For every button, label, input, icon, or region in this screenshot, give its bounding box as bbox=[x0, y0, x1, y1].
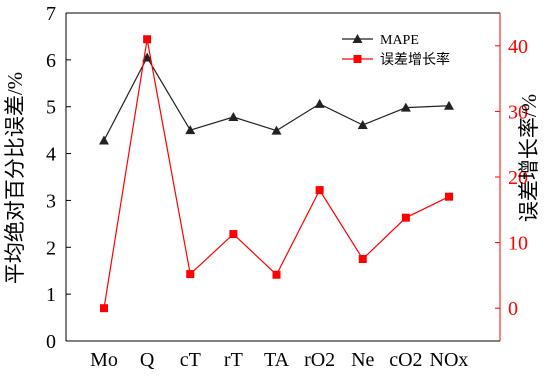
y-tick-label: 5 bbox=[46, 97, 56, 119]
error-growth-point bbox=[143, 35, 152, 44]
error-growth-point bbox=[315, 186, 324, 195]
y-tick-label: 0 bbox=[46, 331, 56, 353]
error-growth-point bbox=[272, 270, 281, 279]
y-tick-label: 4 bbox=[46, 144, 56, 166]
y-tick-label: 3 bbox=[46, 190, 56, 212]
error-growth-point bbox=[358, 255, 367, 263]
legend-mape-label: MAPE bbox=[380, 33, 419, 48]
y2-tick-label: 10 bbox=[508, 233, 528, 255]
legend: MAPE 误差增长率 bbox=[342, 33, 450, 68]
x-tick-label: TA bbox=[264, 349, 290, 371]
series-marks bbox=[99, 35, 454, 313]
legend-error-growth-label: 误差增长率 bbox=[380, 51, 450, 68]
mape-point bbox=[228, 112, 239, 122]
y-tick-label: 7 bbox=[46, 3, 56, 25]
mape-point bbox=[357, 119, 368, 129]
error-growth-point bbox=[401, 213, 410, 222]
y-tick-label: 1 bbox=[46, 284, 56, 306]
y2-tick-label: 0 bbox=[508, 298, 518, 320]
x-tick-label: NOx bbox=[430, 349, 469, 371]
y-tick-label: 6 bbox=[46, 50, 56, 72]
x-tick-label: cO2 bbox=[389, 349, 422, 371]
y2-tick-label: 40 bbox=[508, 36, 528, 58]
y-tick-label: 2 bbox=[46, 237, 56, 259]
mape-point bbox=[142, 52, 153, 62]
mape-point bbox=[271, 125, 282, 135]
x-tick-label: Mo bbox=[90, 349, 118, 371]
axis-labels: 平均绝对百分比误差/% 误差增长率/% bbox=[3, 72, 541, 284]
error-growth-point bbox=[445, 192, 453, 201]
x-tick-label: rT bbox=[224, 349, 243, 371]
error-growth-point bbox=[229, 230, 238, 239]
y2-axis-label: 误差增长率/% bbox=[517, 94, 541, 222]
mape-point bbox=[400, 102, 411, 112]
error-growth-point bbox=[186, 270, 195, 279]
mape-point bbox=[99, 135, 109, 145]
error-growth-point bbox=[100, 304, 108, 313]
y2-tick-label: 30 bbox=[508, 101, 528, 123]
mape-point bbox=[185, 125, 196, 135]
x-tick-label: Ne bbox=[351, 349, 374, 371]
legend-error-growth-marker bbox=[353, 55, 362, 63]
mape-point bbox=[314, 98, 325, 108]
y2-tick-label: 20 bbox=[508, 167, 528, 189]
x-tick-label: cT bbox=[180, 349, 201, 371]
legend-mape-marker bbox=[352, 34, 363, 43]
mape-point bbox=[444, 100, 454, 110]
y-axis-label: 平均绝对百分比误差/% bbox=[3, 72, 27, 284]
x-tick-label: Q bbox=[140, 349, 155, 371]
x-tick-label: rO2 bbox=[304, 349, 335, 371]
error-growth-line bbox=[103, 39, 450, 309]
